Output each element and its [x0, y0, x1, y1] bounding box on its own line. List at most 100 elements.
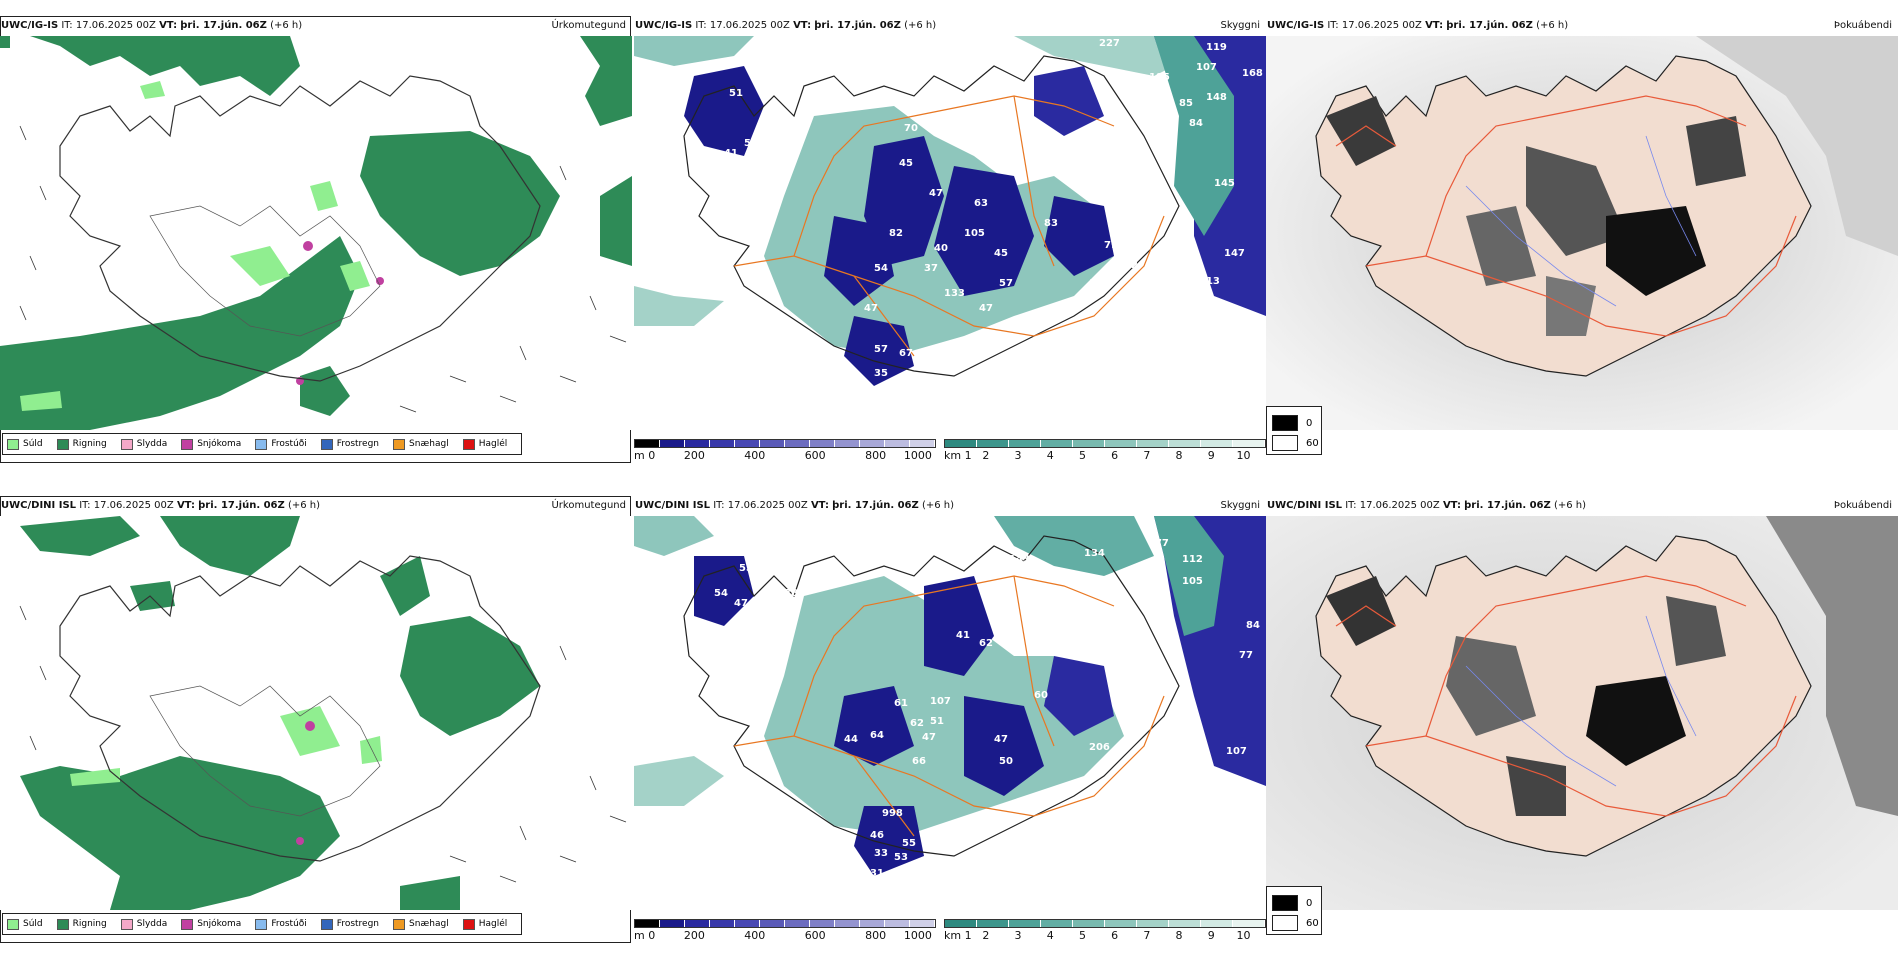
vis-label: 112: [1182, 554, 1203, 565]
elev-tick: 800: [865, 449, 887, 462]
visibility-scale: km 1 2 3 4 5 6 7 8 9 10: [944, 439, 1266, 463]
vis-label: 45: [899, 158, 913, 169]
visibility-ticks: km 1 2 3 4 5 6 7 8 9 10: [944, 449, 1266, 463]
legend-swatch: [462, 438, 475, 450]
vis-label: 998: [882, 808, 903, 819]
vis-label: 51: [930, 716, 944, 727]
elev-tick: 1000: [903, 449, 932, 462]
vis-label: 206: [1089, 742, 1110, 753]
legend-label: Súld: [23, 439, 43, 449]
fog-swatch: [1272, 915, 1298, 931]
vis-label: 213: [1199, 276, 1220, 287]
vis-unit: km 1: [944, 449, 972, 462]
legend-label: Rigning: [72, 919, 107, 929]
legend-label: Frostúði: [271, 439, 307, 449]
vis-tick: 2: [982, 449, 990, 462]
vis-label: 27: [899, 388, 913, 399]
vis-label: 107: [930, 696, 951, 707]
fog-label: 60: [1306, 917, 1319, 929]
model-name: UWC/DINI ISL: [1267, 500, 1343, 511]
it-value: 17.06.2025 00Z: [93, 500, 174, 511]
vis-label: 47: [864, 303, 878, 314]
panel-precip-type-bottom: UWC/DINI ISL IT: 17.06.2025 00Z VT: þri.…: [0, 480, 632, 954]
vis-label: 168: [1242, 68, 1263, 79]
legend-item: Frostregn: [320, 918, 379, 930]
precip-type-map: [0, 36, 632, 430]
vis-label: 44: [1169, 718, 1183, 729]
fog-label: 0: [1306, 897, 1313, 909]
fog-label: 0: [1306, 417, 1313, 429]
fog-swatch: [1272, 415, 1298, 431]
elev-tick: 1000: [903, 929, 932, 942]
vis-label: 41: [724, 148, 738, 159]
vis-label: 33: [874, 848, 888, 859]
vt-label: VT:: [810, 500, 829, 511]
fog-legend-row: 0: [1272, 415, 1312, 431]
vis-label: 185: [1149, 72, 1170, 83]
it-label: IT:: [61, 20, 73, 31]
vt-value: þri. 17.jún. 06Z: [832, 500, 919, 511]
panel-precip-type-top: UWC/IG-IS IT: 17.06.2025 00Z VT: þri. 17…: [0, 0, 632, 474]
legend-label: Slydda: [136, 439, 168, 449]
vis-label: 227: [1099, 38, 1120, 49]
fog-legend: 0 60: [1266, 886, 1322, 935]
vis-tick: 3: [1014, 929, 1022, 942]
precip-legend: Súld Rigning Slydda Snjókoma Frostúði Fr…: [2, 433, 523, 455]
panel-fog-top: UWC/IG-IS IT: 17.06.2025 00Z VT: þri. 17…: [1266, 0, 1898, 474]
vt-label: VT:: [159, 20, 178, 31]
it-value: 17.06.2025 00Z: [1359, 500, 1440, 511]
visibility-ticks: km 1 2 3 4 5 6 7 8 9 10: [944, 929, 1266, 943]
elev-tick: 400: [744, 449, 766, 462]
vis-tick: 10: [1236, 449, 1251, 462]
legend-item: Snjókoma: [181, 438, 242, 450]
panel-header: UWC/DINI ISL IT: 17.06.2025 00Z VT: þri.…: [1267, 500, 1586, 511]
vis-label: 177: [1148, 538, 1169, 549]
legend-swatch: [181, 438, 194, 450]
legend-swatch: [56, 438, 69, 450]
vis-label: 63: [974, 198, 988, 209]
legend-item: Slydda: [120, 438, 168, 450]
model-name: UWC/IG-IS: [635, 20, 693, 31]
vis-label: 148: [1206, 92, 1227, 103]
it-label: IT:: [1345, 500, 1357, 511]
elev-tick: 200: [683, 929, 705, 942]
lead-time: (+6 h): [904, 20, 937, 31]
vis-label: 57: [874, 344, 888, 355]
vis-tick: 4: [1046, 449, 1054, 462]
legend-item: Súld: [7, 918, 43, 930]
visibility-map: 51 41 54 70 45 63 47 82 105 83 40 45 37 …: [634, 36, 1266, 430]
fog-legend: 0 60: [1266, 406, 1322, 455]
vis-label: 31: [896, 872, 910, 883]
elevation-ticks: m 0 200 400 600 800 1000: [634, 929, 936, 943]
vis-label: 133: [944, 288, 965, 299]
legend-label: Snjókoma: [197, 439, 242, 449]
legend-label: Snjókoma: [197, 919, 242, 929]
legend-item: Snæhagl: [393, 438, 449, 450]
vis-tick: 8: [1175, 929, 1183, 942]
vis-label: 105: [1182, 576, 1203, 587]
vis-label: 100: [1089, 278, 1110, 289]
vis-unit: km 1: [944, 929, 972, 942]
vt-value: þri. 17.jún. 06Z: [1446, 20, 1533, 31]
legend-label: Frostregn: [336, 439, 380, 449]
vis-label: 51: [729, 88, 743, 99]
elevation-scale: m 0 200 400 600 800 1000: [634, 439, 936, 463]
precip-type-map: [0, 516, 632, 910]
vis-label: 61: [894, 698, 908, 709]
elevation-colorbar: [634, 919, 936, 928]
panel-header: UWC/IG-IS IT: 17.06.2025 00Z VT: þri. 17…: [635, 20, 936, 31]
panel-header: UWC/IG-IS IT: 17.06.2025 00Z VT: þri. 17…: [1, 20, 302, 31]
elev-unit: m 0: [634, 929, 656, 942]
legend-swatch: [255, 918, 268, 930]
vis-label: 47: [929, 188, 943, 199]
fog-legend-row: 60: [1272, 435, 1319, 451]
vis-label: 147: [1224, 248, 1245, 259]
it-value: 17.06.2025 00Z: [75, 20, 156, 31]
vis-label: 85: [1179, 98, 1193, 109]
fog-map: [1266, 516, 1898, 910]
visibility-colorbar: [944, 919, 1266, 928]
legend-label: Rigning: [72, 439, 107, 449]
legend-swatch: [393, 918, 406, 930]
legend-swatch: [320, 918, 333, 930]
vt-label: VT:: [793, 20, 812, 31]
